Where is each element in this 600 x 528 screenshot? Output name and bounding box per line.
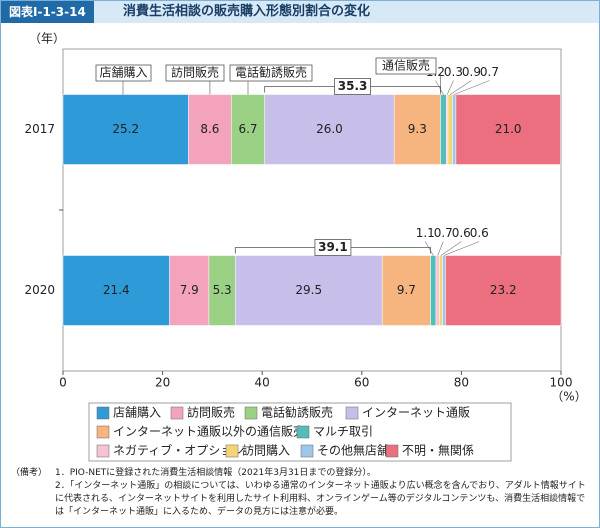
leader-line — [425, 241, 434, 256]
value-label: 1.1 — [416, 226, 435, 240]
annotation-box — [334, 78, 371, 95]
legend-label: インターネット通販 — [362, 406, 470, 420]
bar-segment — [231, 94, 265, 165]
value-label: 29.5 — [295, 283, 322, 297]
legend-swatch — [96, 406, 110, 420]
y-axis-label: （年） — [29, 32, 65, 46]
legend-swatch — [300, 444, 314, 458]
legend-label: 訪問購入 — [242, 443, 290, 458]
x-tick-label: 60 — [354, 376, 369, 390]
note: 1．PIO-NETに登録された消費生活相談情報（2021年3月31日までの登録分… — [55, 468, 376, 478]
notes: （備考） 1．PIO-NETに登録された消費生活相談情報（2021年3月31日ま… — [11, 467, 591, 519]
bar-segment — [393, 94, 441, 165]
value-label: 23.2 — [490, 283, 517, 297]
figure-number: 図表Ⅰ-1-3-14 — [1, 1, 94, 23]
bar-segment — [440, 94, 447, 165]
legend-label: マルチ取引 — [313, 425, 373, 439]
callout-box — [375, 57, 437, 75]
bar-segment — [447, 94, 453, 165]
annotation: 39.1 — [318, 240, 348, 254]
annotation-box — [314, 239, 352, 256]
bar-segment — [445, 255, 562, 326]
legend-swatch — [96, 444, 110, 458]
value-label: 6.7 — [238, 122, 257, 136]
value-label: 0.6 — [470, 226, 489, 240]
x-tick-label: 0 — [59, 376, 67, 390]
value-label: 0.3 — [444, 65, 463, 79]
header: 図表Ⅰ-1-3-14 消費生活相談の販売購入形態別割合の変化 — [1, 1, 599, 23]
leader-line — [454, 80, 490, 95]
bar-segment — [381, 255, 431, 326]
x-tick-label: 40 — [255, 376, 270, 390]
callout: 通信販売 — [382, 58, 430, 73]
value-label: 0.6 — [452, 226, 471, 240]
legend-swatch — [225, 444, 239, 458]
leader-line — [437, 241, 444, 256]
leader-line — [446, 80, 454, 95]
y-tick-label: 2017 — [24, 122, 55, 136]
value-label: 0.9 — [462, 65, 481, 79]
annotation: 35.3 — [338, 79, 368, 93]
legend-label: 電話勧誘販売 — [261, 405, 333, 420]
legend-swatch — [345, 406, 359, 420]
bar-segment — [435, 255, 440, 326]
x-tick-label: 20 — [155, 376, 170, 390]
note: 2．「インターネット通販」の相談については、いわゆる通常のインターネット通販より… — [55, 481, 586, 517]
x-axis-label: （%） — [551, 390, 586, 404]
legend-label: インターネット通販以外の通信販売 — [113, 424, 305, 439]
value-label: 21.0 — [495, 122, 522, 136]
bar-segment — [439, 255, 443, 326]
value-label: 0.7 — [434, 226, 453, 240]
bar-segment — [62, 94, 189, 165]
callout-box — [95, 64, 152, 82]
bar-segment — [62, 255, 170, 326]
value-label: 9.3 — [408, 122, 427, 136]
bar-segment — [235, 255, 383, 326]
value-label: 25.2 — [112, 122, 139, 136]
bar-segment — [455, 94, 561, 165]
bar-segment — [452, 94, 457, 165]
legend-swatch — [296, 425, 310, 439]
y-tick-label: 2020 — [24, 283, 55, 297]
legend-swatch — [244, 406, 258, 420]
legend-label: 店舗購入 — [113, 406, 161, 420]
leader-line — [440, 241, 462, 256]
bar-segment — [264, 94, 395, 165]
legend-label: その他無店舗 — [317, 443, 389, 458]
legend-label: 訪問販売 — [187, 405, 235, 420]
x-tick-label: 100 — [550, 376, 573, 390]
leader-line — [435, 80, 444, 95]
callout-box — [165, 64, 225, 82]
legend-swatch — [96, 425, 110, 439]
legend-swatch — [170, 406, 184, 420]
callout: 訪問販売 — [171, 65, 219, 80]
callout: 電話勧誘販売 — [235, 65, 307, 80]
notes-label: （備考） — [11, 468, 48, 478]
legend-label: 不明・無関係 — [402, 443, 474, 458]
chart: （年） （%） 0 20 40 60 80 100 2017 25.2 8.6 6.7 26.0 9.3 2… — [24, 32, 587, 462]
bar-segment — [169, 255, 210, 326]
leader-line — [443, 241, 480, 256]
value-label: 26.0 — [316, 122, 343, 136]
value-label: 5.3 — [213, 283, 232, 297]
callout-box — [229, 64, 313, 82]
leader-line — [450, 80, 472, 95]
callout: 店舗購入 — [99, 66, 147, 80]
bar-segment — [208, 255, 236, 326]
value-label: 8.6 — [200, 122, 219, 136]
value-label: 9.7 — [397, 283, 416, 297]
x-tick-label: 80 — [454, 376, 469, 390]
bar-segment — [430, 255, 437, 326]
legend-swatch — [385, 444, 399, 458]
value-label: 21.4 — [103, 283, 130, 297]
value-label: 7.9 — [180, 283, 199, 297]
chart-title: 消費生活相談の販売購入形態別割合の変化 — [123, 4, 371, 19]
value-label: 0.7 — [480, 65, 499, 79]
bar-segment — [442, 255, 446, 326]
legend-label: ネガティブ・オプション — [113, 443, 244, 458]
